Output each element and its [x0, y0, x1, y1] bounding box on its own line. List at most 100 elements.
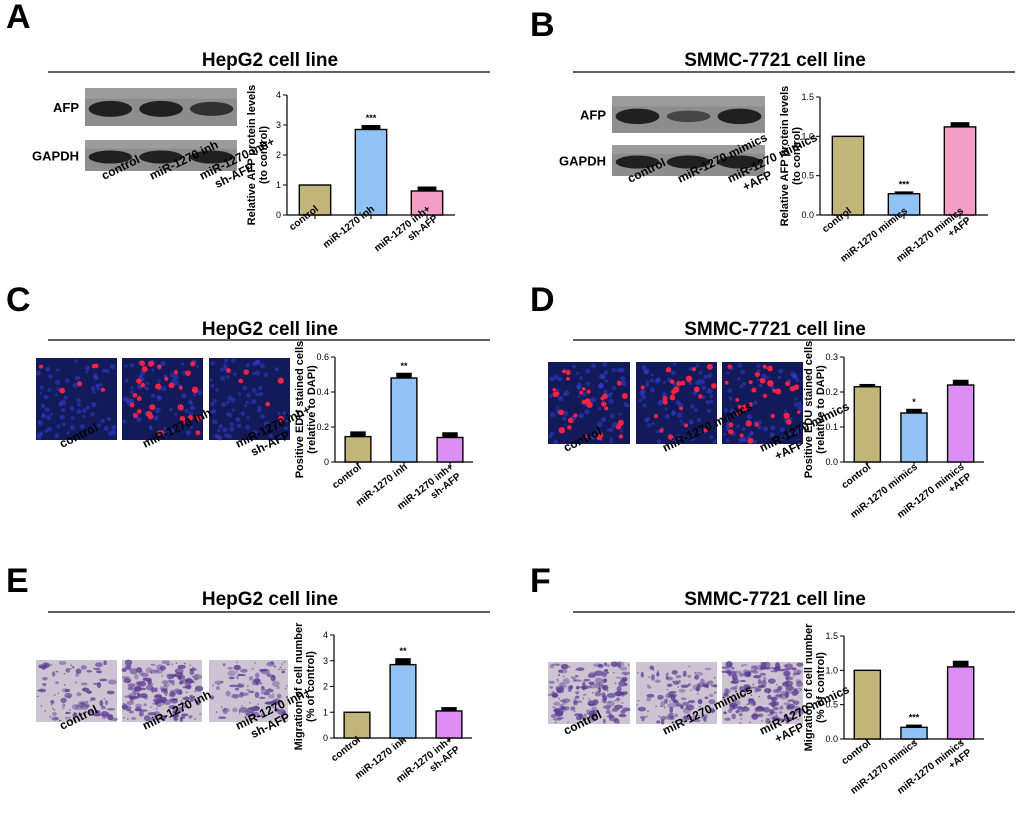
- membrane-pore: [163, 684, 166, 687]
- y-axis-label-line: Migration of cell number: [293, 622, 305, 750]
- dapi-nucleus: [736, 424, 741, 429]
- dapi-nucleus: [575, 371, 579, 375]
- membrane-pore: [660, 705, 662, 708]
- dapi-nucleus: [95, 383, 100, 388]
- membrane-pore: [785, 690, 788, 693]
- stained-cell: [788, 691, 792, 694]
- dapi-nucleus: [223, 358, 229, 363]
- stained-cell: [147, 679, 152, 685]
- dapi-nucleus: [150, 393, 156, 398]
- membrane-pore: [123, 716, 125, 719]
- edu-positive-cell: [168, 382, 175, 389]
- membrane-pore: [137, 692, 139, 695]
- stained-cell: [100, 710, 109, 717]
- edu-positive-cell: [793, 384, 800, 390]
- membrane-pore: [185, 691, 188, 694]
- dapi-nucleus: [255, 392, 259, 397]
- stained-cell: [668, 712, 675, 716]
- stained-cell: [258, 681, 263, 685]
- stained-cell: [767, 713, 774, 717]
- membrane-pore: [697, 683, 700, 686]
- membrane-pore: [272, 692, 275, 695]
- stained-cell: [156, 664, 164, 670]
- dapi-nucleus: [562, 392, 567, 397]
- edu-positive-cell: [616, 380, 622, 386]
- stained-cell: [137, 680, 147, 687]
- membrane-pore: [123, 702, 125, 705]
- edu-positive-cell: [671, 389, 677, 395]
- edu-positive-cell: [277, 377, 284, 384]
- stained-cell: [218, 716, 227, 720]
- membrane-pore: [273, 665, 276, 668]
- dapi-nucleus: [231, 408, 235, 412]
- stained-cell: [785, 676, 794, 681]
- stained-cell: [169, 698, 178, 701]
- stained-cell: [672, 699, 679, 704]
- stained-cell: [772, 666, 779, 670]
- stained-cell: [587, 700, 595, 707]
- stained-cell: [553, 709, 557, 712]
- dapi-nucleus: [556, 406, 560, 410]
- dapi-nucleus: [694, 408, 698, 412]
- membrane-pore: [588, 679, 591, 681]
- stained-cell: [52, 711, 57, 717]
- stained-cell: [739, 694, 746, 698]
- membrane-pore: [752, 683, 754, 686]
- membrane-pore: [556, 678, 559, 681]
- dapi-nucleus: [620, 375, 626, 381]
- membrane-pore: [770, 666, 773, 669]
- western-blot: AFP GAPDH: [32, 88, 237, 171]
- stained-cell: [657, 694, 664, 700]
- dapi-nucleus: [758, 383, 763, 388]
- edu-positive-cell: [585, 434, 589, 438]
- stained-cell: [94, 710, 101, 715]
- stained-cell: [694, 675, 700, 680]
- membrane-pore: [281, 668, 283, 671]
- membrane-pore: [251, 668, 254, 670]
- dapi-nucleus: [584, 409, 590, 415]
- stained-cell: [756, 685, 762, 692]
- stained-cell: [100, 705, 106, 710]
- stained-cell: [245, 710, 249, 717]
- stained-cell: [674, 713, 678, 717]
- membrane-pore: [191, 675, 194, 678]
- stained-cell: [591, 710, 596, 716]
- membrane-pore: [656, 670, 659, 672]
- edu-positive-cell: [698, 394, 703, 399]
- stained-cell: [266, 674, 276, 678]
- stained-cell: [159, 665, 166, 671]
- stained-cell: [128, 693, 137, 699]
- dapi-nucleus: [252, 371, 256, 375]
- panel-title: HepG2 cell line: [202, 50, 338, 71]
- dapi-nucleus: [796, 428, 802, 434]
- dapi-nucleus: [90, 412, 95, 417]
- edu-positive-cell: [640, 385, 645, 390]
- stained-cell: [558, 670, 562, 673]
- stained-cell: [64, 692, 73, 699]
- dapi-nucleus: [549, 376, 555, 382]
- dapi-nucleus: [130, 386, 134, 390]
- y-axis-label-line: Relative AFP protein levels: [246, 85, 258, 226]
- stained-cell: [96, 670, 103, 674]
- membrane-pore: [246, 685, 249, 687]
- stained-cell: [669, 706, 674, 714]
- stained-cell: [126, 700, 134, 706]
- stained-cell: [255, 672, 260, 679]
- membrane-pore: [683, 716, 686, 718]
- dapi-nucleus: [709, 394, 714, 399]
- edu-positive-cell: [724, 380, 729, 385]
- stained-cell: [228, 676, 235, 680]
- edu-positive-cell: [139, 360, 146, 367]
- edu-positive-cell: [265, 401, 271, 407]
- membrane-pore: [54, 694, 56, 696]
- edu-positive-cell: [238, 378, 244, 384]
- stained-cell: [587, 685, 592, 689]
- error-bar: [906, 724, 922, 728]
- dapi-nucleus: [598, 383, 605, 389]
- dapi-nucleus: [181, 393, 187, 399]
- dapi-nucleus: [97, 423, 101, 427]
- dapi-nucleus: [681, 422, 685, 426]
- stained-cell: [616, 696, 620, 703]
- stained-cell: [730, 687, 738, 691]
- dapi-nucleus: [643, 368, 650, 374]
